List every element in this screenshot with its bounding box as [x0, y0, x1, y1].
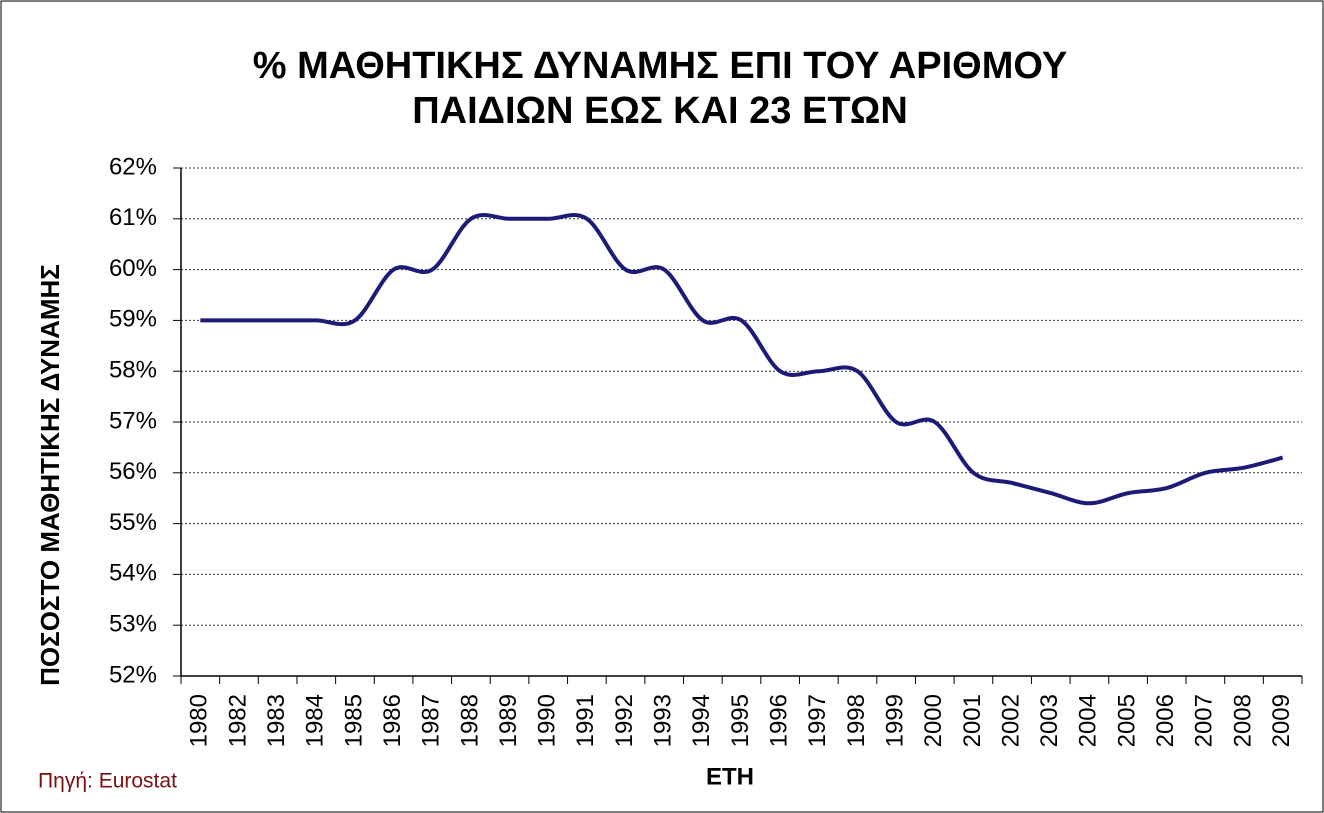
x-tick-label: 1983 — [263, 694, 290, 747]
x-tick-label: 2005 — [1113, 694, 1140, 747]
x-tick-label: 2008 — [1229, 694, 1256, 747]
x-tick-label: 1984 — [302, 694, 329, 747]
x-tick-label: 1997 — [804, 694, 831, 747]
x-tick-label: 2006 — [1152, 694, 1179, 747]
x-tick-label: 2003 — [1036, 694, 1063, 747]
x-tick-label: 2007 — [1191, 694, 1218, 747]
y-tick-label: 55% — [109, 509, 157, 536]
x-tick-label: 1993 — [650, 694, 677, 747]
x-tick-label: 1991 — [572, 694, 599, 747]
x-tick-label: 1989 — [495, 694, 522, 747]
x-tick-label: 1999 — [881, 694, 908, 747]
x-tick-label: 1980 — [186, 694, 213, 747]
data-line — [200, 213, 1284, 506]
source: Πηγή: Eurostat — [38, 770, 177, 793]
x-tick-label: 2009 — [1268, 694, 1295, 747]
y-tick-label: 56% — [109, 458, 157, 485]
x-tick-label: 1988 — [456, 694, 483, 747]
x-tick-label: 1995 — [727, 694, 754, 747]
x-axis-label: ΕΤΗ — [706, 763, 754, 790]
x-tick-label: 1986 — [379, 694, 406, 747]
y-tick-label: 58% — [109, 357, 157, 384]
x-tick-label: 2002 — [997, 694, 1024, 747]
x-tick-label: 1985 — [340, 694, 367, 747]
x-tick-label: 2004 — [1075, 694, 1102, 747]
y-tick-label: 60% — [109, 255, 157, 282]
x-tick-label: 1987 — [418, 694, 445, 747]
x-tick-label: 1992 — [611, 694, 638, 747]
x-tick-label: 1994 — [688, 694, 715, 747]
chart-title: % ΜΑΘΗΤΙΚΗΣ ΔΥΝΑΜΗΣ ΕΠΙ ΤΟΥ ΑΡΙΘΜΟΥ — [253, 45, 1067, 87]
y-tick-label: 61% — [109, 204, 157, 231]
y-axis-label: ΠΟΣΟΣΤΟ ΜΑΘΗΤΙΚΗΣ ΔΥΝΑΜΗΣ — [35, 264, 65, 686]
y-tick-label: 52% — [109, 661, 157, 688]
y-tick-label: 53% — [109, 611, 157, 638]
x-tick-label: 1990 — [534, 694, 561, 747]
y-tick-label: 54% — [109, 560, 157, 587]
y-tick-label: 62% — [109, 153, 157, 180]
chart-title: ΠΑΙΔΙΩΝ ΕΩΣ ΚΑΙ 23 ΕΤΩΝ — [412, 90, 908, 132]
x-tick-label: 1998 — [843, 694, 870, 747]
x-tick-label: 2000 — [920, 694, 947, 747]
y-tick-label: 59% — [109, 306, 157, 333]
x-tick-label: 1982 — [224, 694, 251, 747]
y-tick-label: 57% — [109, 407, 157, 434]
x-tick-label: 2001 — [959, 694, 986, 747]
x-tick-label: 1996 — [765, 694, 792, 747]
